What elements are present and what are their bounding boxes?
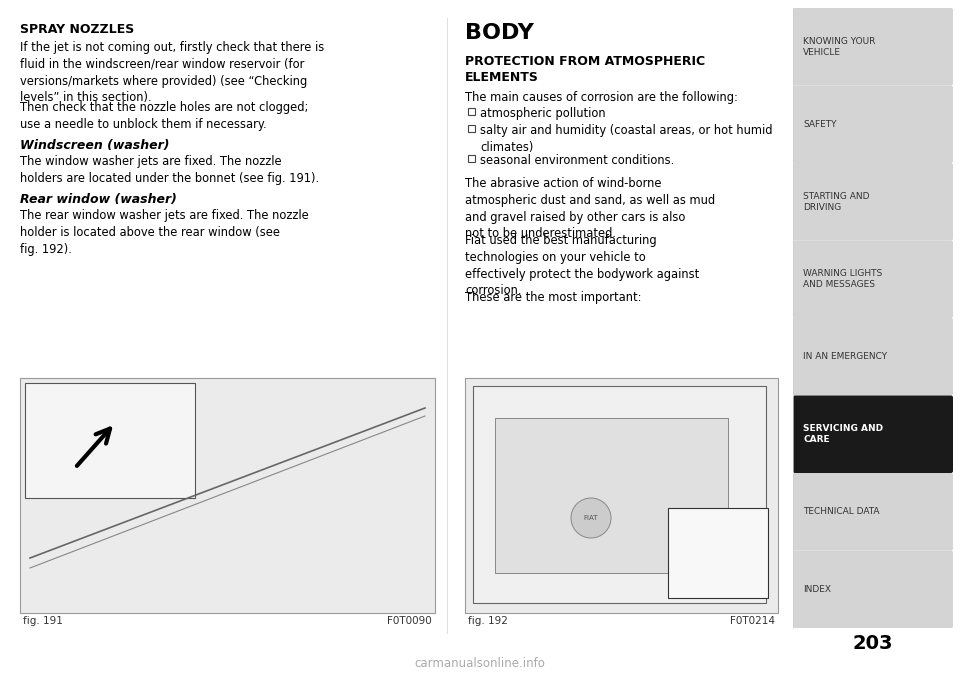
FancyBboxPatch shape [793, 395, 953, 473]
Text: Then check that the nozzle holes are not clogged;
use a needle to unblock them i: Then check that the nozzle holes are not… [20, 101, 308, 131]
Text: The rear window washer jets are fixed. The nozzle
holder is located above the re: The rear window washer jets are fixed. T… [20, 209, 309, 256]
FancyBboxPatch shape [793, 551, 953, 628]
Bar [25, 383, 195, 498]
Text: fig. 191: fig. 191 [23, 616, 62, 626]
Text: F0T0090: F0T0090 [387, 616, 432, 626]
Bar [20, 378, 435, 613]
FancyBboxPatch shape [793, 241, 953, 318]
Text: The main causes of corrosion are the following:: The main causes of corrosion are the fol… [465, 91, 738, 104]
Bar [473, 386, 766, 603]
Text: Windscreen (washer): Windscreen (washer) [20, 139, 170, 152]
Text: These are the most important:: These are the most important: [465, 291, 641, 304]
Bar [495, 418, 728, 573]
Bar [668, 508, 768, 598]
Bar [468, 125, 475, 132]
FancyBboxPatch shape [793, 8, 953, 85]
Text: seasonal environment conditions.: seasonal environment conditions. [480, 154, 674, 167]
FancyBboxPatch shape [793, 318, 953, 395]
FancyBboxPatch shape [793, 85, 953, 163]
Text: F0T0214: F0T0214 [730, 616, 775, 626]
Text: salty air and humidity (coastal areas, or hot humid
climates): salty air and humidity (coastal areas, o… [480, 124, 773, 154]
Circle shape [571, 498, 611, 538]
Text: SERVICING AND
CARE: SERVICING AND CARE [803, 424, 883, 444]
Text: BODY: BODY [465, 23, 534, 43]
Text: PROTECTION FROM ATMOSPHERIC
ELEMENTS: PROTECTION FROM ATMOSPHERIC ELEMENTS [465, 55, 706, 84]
Text: 203: 203 [852, 634, 893, 653]
Text: SPRAY NOZZLES: SPRAY NOZZLES [20, 23, 134, 36]
Text: TECHNICAL DATA: TECHNICAL DATA [803, 507, 879, 516]
Text: KNOWING YOUR
VEHICLE: KNOWING YOUR VEHICLE [803, 37, 876, 57]
Text: If the jet is not coming out, firstly check that there is
fluid in the windscree: If the jet is not coming out, firstly ch… [20, 41, 324, 104]
Text: IN AN EMERGENCY: IN AN EMERGENCY [803, 353, 887, 361]
Bar [468, 155, 475, 162]
Bar [468, 108, 475, 115]
Text: INDEX: INDEX [803, 584, 831, 594]
Text: atmospheric pollution: atmospheric pollution [480, 107, 606, 120]
Text: STARTING AND
DRIVING: STARTING AND DRIVING [803, 192, 870, 212]
FancyBboxPatch shape [793, 163, 953, 241]
Text: The abrasive action of wind-borne
atmospheric dust and sand, as well as mud
and : The abrasive action of wind-borne atmosp… [465, 177, 715, 241]
FancyBboxPatch shape [793, 473, 953, 551]
Bar [465, 378, 778, 613]
Text: SAFETY: SAFETY [803, 120, 836, 129]
Text: fig. 192: fig. 192 [468, 616, 508, 626]
Text: FIAT: FIAT [584, 515, 598, 521]
Text: carmanualsonline.info: carmanualsonline.info [415, 657, 545, 670]
Text: WARNING LIGHTS
AND MESSAGES: WARNING LIGHTS AND MESSAGES [803, 269, 882, 290]
Text: The window washer jets are fixed. The nozzle
holders are located under the bonne: The window washer jets are fixed. The no… [20, 155, 319, 185]
Text: Fiat used the best manufacturing
technologies on your vehicle to
effectively pro: Fiat used the best manufacturing technol… [465, 234, 699, 298]
Text: Rear window (washer): Rear window (washer) [20, 193, 177, 206]
